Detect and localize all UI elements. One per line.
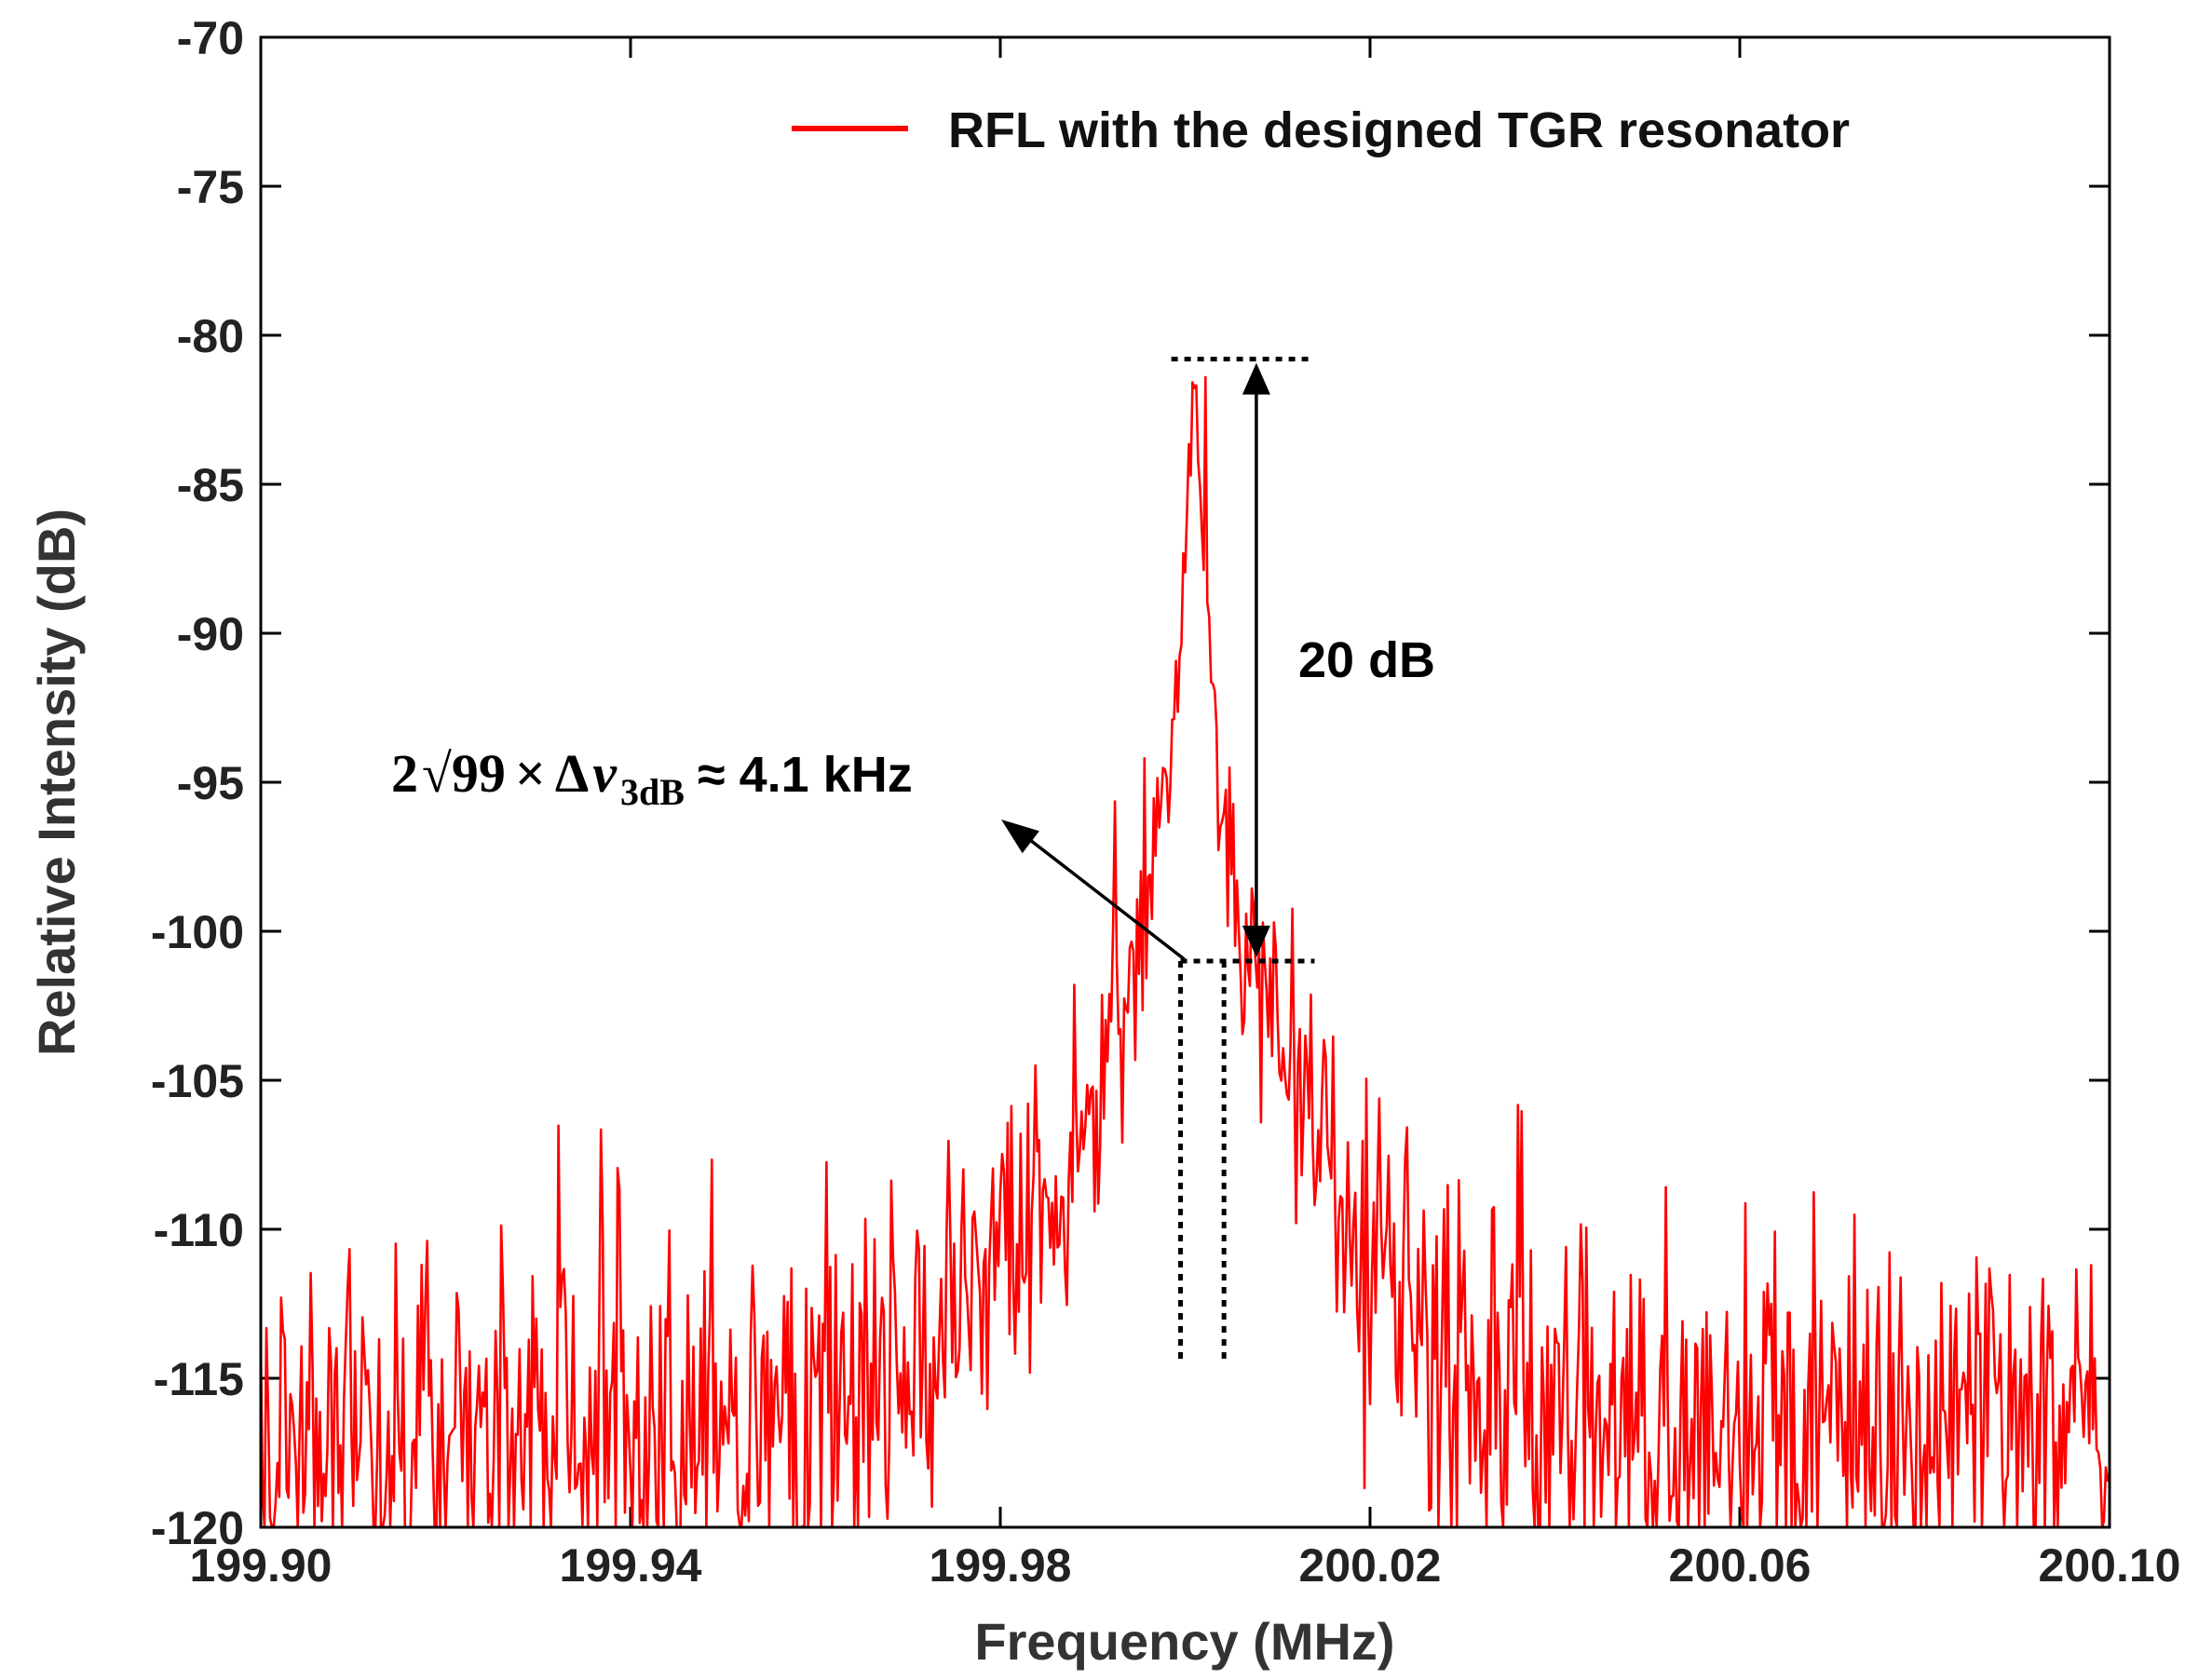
legend: RFL with the designed TGR resonator — [792, 102, 1850, 158]
x-tick-label: 199.90 — [190, 1539, 332, 1592]
formula-subscript: 3dB — [620, 771, 685, 813]
plot-area-frame — [259, 35, 2111, 1529]
width-arrow-head — [1001, 820, 1039, 854]
span-annotation-label: 20 dB — [1298, 632, 1435, 688]
y-tick-label: -70 — [177, 12, 244, 64]
formula-delta: Δ — [555, 743, 589, 804]
x-tick-label: 199.98 — [930, 1539, 1072, 1592]
formula-root: √99 — [422, 743, 506, 804]
y-axis-label: Relative Intensity (dB) — [27, 508, 86, 1056]
y-tick-label: -80 — [177, 310, 244, 362]
y-tick-label: -105 — [151, 1055, 244, 1107]
formula-times: × — [515, 743, 546, 804]
formula-prefix: 2 — [391, 743, 418, 804]
formula-nu: v — [592, 743, 617, 804]
y-tick-label: -90 — [177, 608, 244, 660]
series-line-rfl — [259, 375, 2110, 1529]
width-arrow-shaft — [1020, 832, 1186, 961]
y-tick-label: -95 — [177, 757, 244, 809]
y-tick-label: -120 — [151, 1502, 244, 1554]
x-tick-label: 200.10 — [2039, 1539, 2181, 1592]
span-arrow-head-top — [1242, 362, 1270, 395]
series-layer — [259, 375, 2110, 1529]
y-tick-label: -75 — [177, 161, 244, 213]
y-tick-label: -85 — [177, 459, 244, 511]
linewidth-annotation-label: 2 √99 × Δ v 3dB ≈ 4.1 kHz — [391, 743, 913, 813]
annotation-layer — [1001, 357, 1315, 1363]
legend-label: RFL with the designed TGR resonator — [948, 102, 1850, 158]
y-tick-label: -115 — [154, 1353, 244, 1405]
x-axis-label: Frequency (MHz) — [974, 1612, 1394, 1671]
span-arrow-head-bottom — [1242, 926, 1270, 957]
formula-suffix: ≈ 4.1 kHz — [698, 747, 913, 803]
x-tick-label: 200.02 — [1299, 1539, 1442, 1592]
y-tick-label: -110 — [154, 1204, 244, 1256]
x-tick-label: 200.06 — [1669, 1539, 1812, 1592]
x-tick-label: 199.94 — [560, 1539, 702, 1592]
tick-labels: 199.90 199.94 199.98 200.02 200.06 200.10 -70 -… — [151, 12, 2181, 1592]
y-tick-label: -100 — [151, 906, 244, 958]
